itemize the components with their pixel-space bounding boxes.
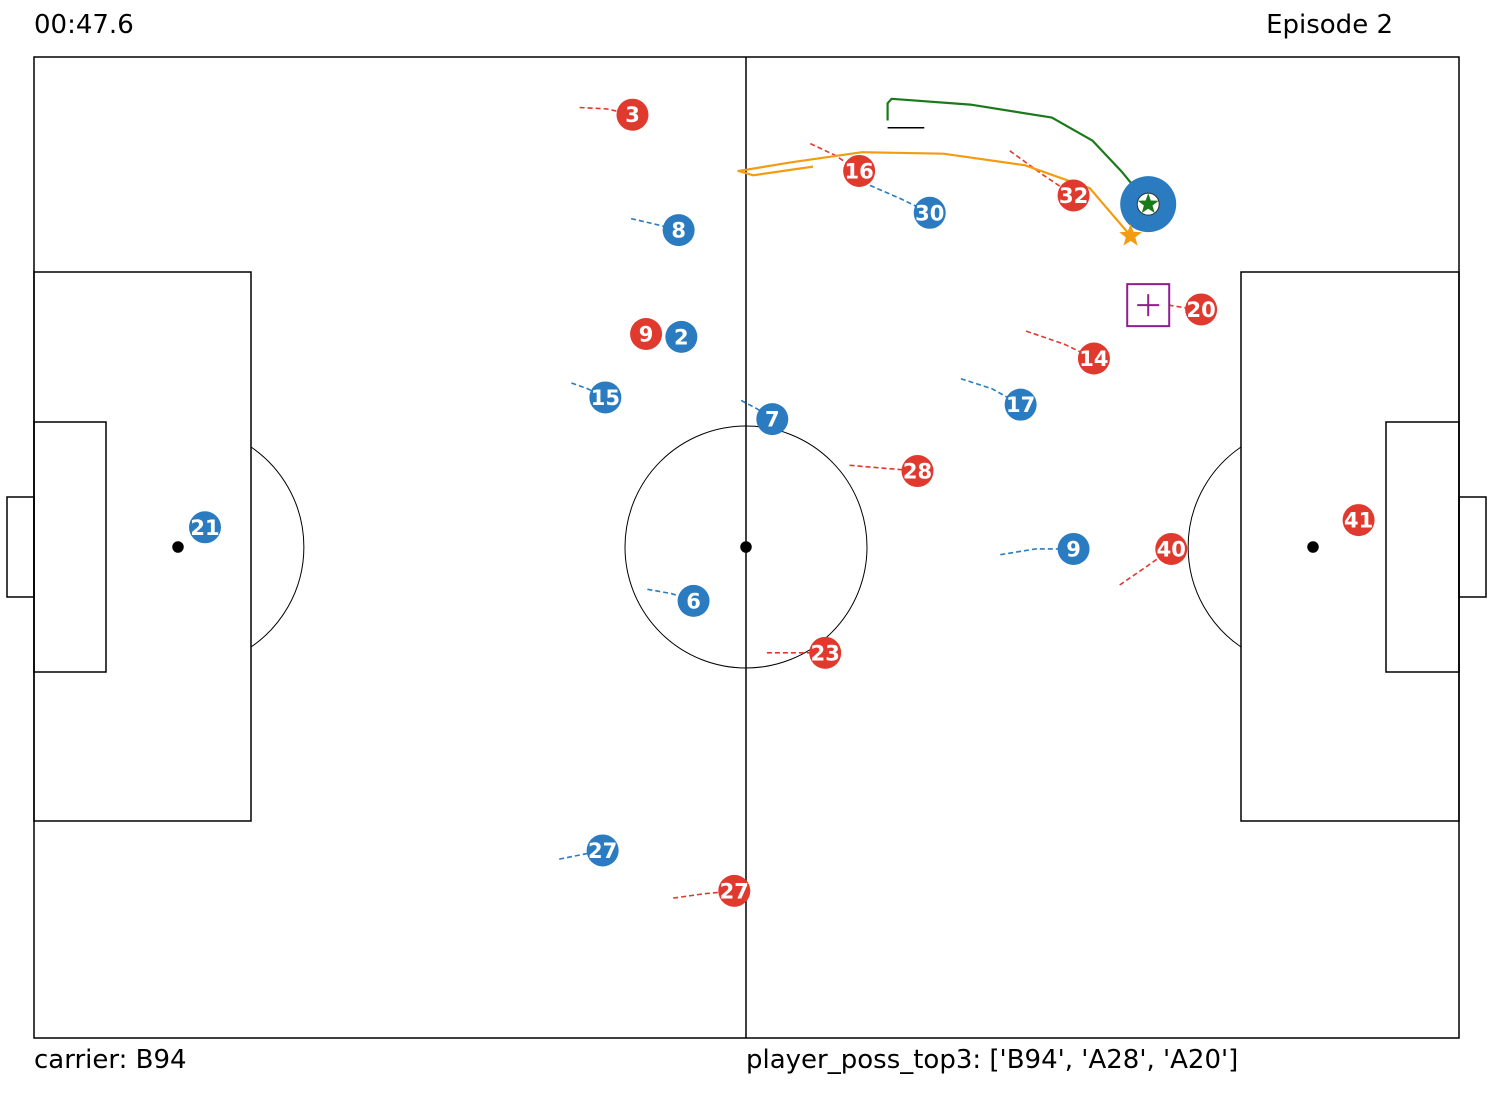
possession-top3-label: player_poss_top3: ['B94', 'A28', 'A20'] <box>746 1045 1239 1075</box>
trail-B30 <box>869 184 931 214</box>
predicted-ball-star-icon <box>1119 223 1142 246</box>
right-goal-area <box>1385 421 1460 673</box>
player-marker <box>756 403 789 436</box>
player-marker <box>189 511 221 544</box>
clock-label: 00:47.6 <box>34 10 134 40</box>
player-A3[interactable]: 3 <box>616 98 649 131</box>
jersey-number: 16 <box>845 159 874 183</box>
player-marker <box>677 584 710 617</box>
player-marker <box>809 636 842 669</box>
player-marker <box>718 874 751 907</box>
player-trails <box>195 106 1202 899</box>
trail-B7 <box>740 399 773 420</box>
player-marker <box>901 455 934 488</box>
left-penalty-spot <box>172 541 184 553</box>
player-marker <box>843 154 876 187</box>
jersey-number: 40 <box>1157 537 1186 561</box>
player-B2[interactable]: 2 <box>665 320 698 353</box>
player-A40[interactable]: 40 <box>1155 532 1188 565</box>
player-A41[interactable]: 41 <box>1342 504 1375 537</box>
episode-label: Episode 2 <box>1266 10 1393 40</box>
ball <box>1136 192 1160 216</box>
left-penalty-box <box>33 271 252 822</box>
player-marker <box>1342 504 1375 537</box>
player-B27[interactable]: 27 <box>586 834 619 867</box>
player-B15[interactable]: 15 <box>589 381 622 414</box>
left-goal <box>6 496 35 598</box>
center-circle <box>624 425 868 669</box>
trail-B17 <box>960 377 1021 406</box>
jersey-number: 2 <box>674 325 689 349</box>
player-B8[interactable]: 8 <box>662 214 695 247</box>
jersey-number: 27 <box>720 879 749 903</box>
ball-star-icon <box>1137 193 1159 213</box>
jersey-number: 15 <box>591 386 620 410</box>
jersey-number: 41 <box>1344 509 1373 533</box>
pitch-markings <box>6 56 1487 1039</box>
player-A32[interactable]: 32 <box>1057 179 1090 212</box>
right-penalty-spot <box>1307 541 1319 553</box>
player-marker <box>589 381 622 414</box>
player-B9[interactable]: 9 <box>1057 532 1090 565</box>
ball-trail <box>886 97 1150 205</box>
player-marker <box>662 214 695 247</box>
player-A9[interactable]: 9 <box>630 317 663 350</box>
trail-B9 <box>1000 548 1074 556</box>
left-penalty-arc <box>250 446 305 648</box>
trail-B15 <box>571 382 606 399</box>
player-marker <box>1057 179 1090 212</box>
player-marker <box>616 98 649 131</box>
target-box <box>1126 283 1171 328</box>
jersey-number: 17 <box>1006 393 1035 417</box>
player-marker <box>1004 388 1037 421</box>
jersey-number: 7 <box>765 408 780 432</box>
player-A14[interactable]: 14 <box>1077 342 1110 375</box>
jersey-number: 8 <box>671 219 686 243</box>
right-penalty-arc <box>1187 446 1242 648</box>
player-marker <box>1185 293 1218 326</box>
jersey-number: 6 <box>686 589 701 613</box>
jersey-number: 14 <box>1079 347 1108 371</box>
target-marker <box>1126 283 1171 328</box>
player-A23[interactable]: 23 <box>809 636 842 669</box>
player-marker <box>1077 342 1110 375</box>
player-marker <box>913 196 946 229</box>
player-B7[interactable]: 7 <box>756 403 789 436</box>
player-marker <box>630 317 663 350</box>
player-marker <box>1155 532 1188 565</box>
player-A16[interactable]: 16 <box>843 154 876 187</box>
jersey-number: 3 <box>625 103 640 127</box>
player-marker <box>665 320 698 353</box>
right-penalty-box <box>1240 271 1460 822</box>
trail-A14 <box>1025 330 1095 360</box>
right-goal <box>1458 496 1487 598</box>
player-A28[interactable]: 28 <box>901 455 934 488</box>
jersey-number: 21 <box>190 516 219 540</box>
jersey-number: 27 <box>588 839 617 863</box>
player-A20[interactable]: 20 <box>1185 293 1218 326</box>
player-B17[interactable]: 17 <box>1004 388 1037 421</box>
player-A27[interactable]: 27 <box>718 874 751 907</box>
players: 3 16 32 9 20 14 28 40 41 23 27 8 30 2 15 7 17 21 9 6 27 <box>189 98 1375 907</box>
jersey-number: 23 <box>811 641 840 665</box>
left-goal-area <box>33 421 107 673</box>
player-B6[interactable]: 6 <box>677 584 710 617</box>
jersey-number: 32 <box>1059 184 1088 208</box>
jersey-number: 9 <box>639 322 654 346</box>
jersey-number: 9 <box>1066 537 1081 561</box>
jersey-number: 30 <box>915 201 944 225</box>
player-marker <box>1057 532 1090 565</box>
player-marker <box>586 834 619 867</box>
center-spot <box>740 541 752 553</box>
carrier-label: carrier: B94 <box>34 1045 187 1075</box>
player-B30[interactable]: 30 <box>913 196 946 229</box>
jersey-number: 28 <box>903 460 932 484</box>
jersey-number: 20 <box>1187 298 1216 322</box>
player-B21[interactable]: 21 <box>189 511 221 544</box>
